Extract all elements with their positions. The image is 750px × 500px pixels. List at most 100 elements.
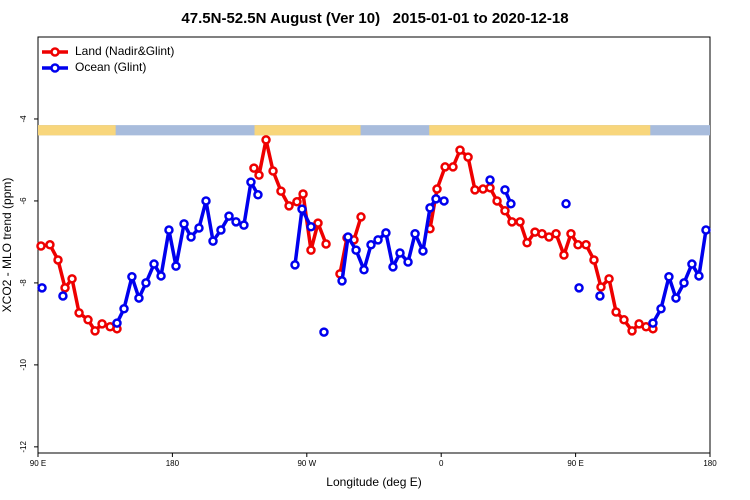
x-tick-label: 90 W bbox=[297, 459, 316, 468]
data-point bbox=[45, 240, 55, 250]
data-point bbox=[581, 240, 591, 250]
data-point bbox=[679, 278, 689, 288]
data-point bbox=[410, 228, 420, 239]
data-point bbox=[664, 272, 674, 282]
data-point bbox=[687, 259, 697, 269]
data-point bbox=[224, 211, 234, 221]
chart-title: 47.5N-52.5N August (Ver 10) 2015-01-01 t… bbox=[181, 10, 568, 27]
data-point bbox=[595, 291, 605, 301]
data-point bbox=[284, 201, 294, 211]
x-tick-label: 90 E bbox=[567, 459, 583, 468]
data-point bbox=[671, 293, 681, 303]
data-point bbox=[440, 162, 450, 172]
data-point bbox=[201, 196, 211, 206]
data-point bbox=[388, 262, 398, 272]
data-point bbox=[186, 232, 196, 242]
data-point bbox=[134, 293, 144, 303]
data-point bbox=[249, 163, 259, 173]
data-point bbox=[268, 166, 278, 176]
x-tick-label: 180 bbox=[703, 459, 717, 468]
y-axis-label: XCO2 - MLO trend (ppm) bbox=[0, 178, 14, 313]
data-point bbox=[127, 272, 137, 282]
data-point bbox=[537, 228, 547, 239]
data-point bbox=[297, 204, 307, 214]
data-point bbox=[418, 246, 428, 256]
data-point bbox=[574, 283, 584, 293]
data-point bbox=[573, 240, 583, 250]
data-point bbox=[551, 228, 561, 239]
data-point bbox=[455, 145, 465, 155]
data-point bbox=[90, 326, 100, 336]
series-line bbox=[428, 148, 654, 333]
data-point bbox=[179, 219, 189, 229]
data-point bbox=[701, 225, 711, 235]
x-tick-label: 0 bbox=[439, 459, 444, 468]
data-point bbox=[97, 319, 107, 329]
data-point bbox=[627, 326, 637, 336]
data-point bbox=[373, 235, 383, 245]
data-point bbox=[448, 162, 458, 172]
land-strip bbox=[429, 125, 651, 136]
data-point bbox=[403, 257, 413, 267]
data-point bbox=[194, 223, 204, 233]
data-point bbox=[119, 303, 129, 314]
data-point bbox=[112, 318, 122, 328]
data-point bbox=[604, 274, 614, 284]
data-point bbox=[522, 237, 532, 248]
data-point bbox=[470, 185, 480, 195]
x-axis-label: Longitude (deg E) bbox=[326, 475, 421, 489]
data-point bbox=[298, 189, 308, 199]
data-point bbox=[313, 218, 323, 228]
data-point bbox=[67, 274, 77, 284]
data-point bbox=[60, 283, 70, 293]
data-point bbox=[431, 194, 441, 204]
data-point bbox=[149, 259, 159, 269]
data-point bbox=[566, 228, 576, 239]
data-point bbox=[321, 239, 331, 249]
data-point bbox=[343, 232, 353, 242]
data-point bbox=[156, 271, 166, 281]
data-point bbox=[694, 271, 704, 281]
data-point bbox=[500, 185, 510, 195]
data-point bbox=[611, 307, 621, 317]
data-point bbox=[395, 248, 405, 258]
y-tick-label: -6 bbox=[19, 197, 28, 205]
y-tick-label: -4 bbox=[19, 115, 28, 123]
data-point bbox=[231, 217, 241, 227]
data-point bbox=[37, 283, 47, 293]
data-point bbox=[544, 232, 554, 242]
data-point bbox=[292, 197, 302, 207]
data-point bbox=[619, 315, 629, 325]
data-point bbox=[656, 303, 666, 314]
y-tick-label: -10 bbox=[19, 359, 28, 371]
data-point bbox=[319, 327, 329, 337]
data-point bbox=[208, 236, 218, 246]
data-point bbox=[253, 190, 263, 200]
data-point bbox=[337, 276, 347, 286]
series-line bbox=[252, 138, 328, 252]
data-point bbox=[589, 255, 599, 265]
data-point bbox=[359, 265, 369, 275]
data-point bbox=[485, 175, 495, 185]
data-point bbox=[439, 196, 449, 206]
data-point bbox=[492, 196, 502, 206]
data-point bbox=[36, 241, 46, 251]
data-point bbox=[432, 184, 442, 194]
data-point bbox=[164, 225, 174, 235]
data-point bbox=[485, 183, 495, 193]
series-line bbox=[40, 243, 118, 333]
data-point bbox=[306, 222, 316, 232]
legend-marker bbox=[50, 47, 60, 57]
y-tick-label: -12 bbox=[19, 441, 28, 453]
data-point bbox=[500, 206, 510, 216]
x-tick-label: 90 E bbox=[30, 459, 46, 468]
data-point bbox=[171, 261, 181, 271]
data-point bbox=[463, 152, 473, 162]
data-point bbox=[366, 240, 376, 250]
data-point bbox=[290, 260, 300, 270]
data-point bbox=[351, 245, 361, 255]
data-point bbox=[276, 186, 286, 196]
data-point bbox=[261, 135, 271, 145]
x-tick-label: 180 bbox=[166, 459, 180, 468]
